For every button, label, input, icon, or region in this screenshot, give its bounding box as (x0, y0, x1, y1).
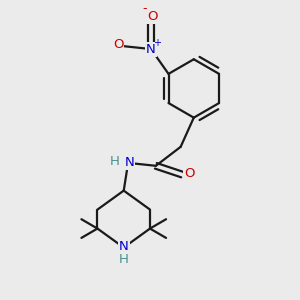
Text: N: N (146, 43, 156, 56)
Text: N: N (125, 156, 134, 170)
Text: O: O (113, 38, 123, 51)
Text: N: N (119, 240, 129, 254)
Text: O: O (147, 10, 158, 22)
Text: -: - (142, 2, 147, 15)
Text: O: O (184, 167, 195, 180)
Text: H: H (119, 253, 129, 266)
Text: +: + (153, 38, 161, 48)
Text: H: H (110, 155, 120, 168)
